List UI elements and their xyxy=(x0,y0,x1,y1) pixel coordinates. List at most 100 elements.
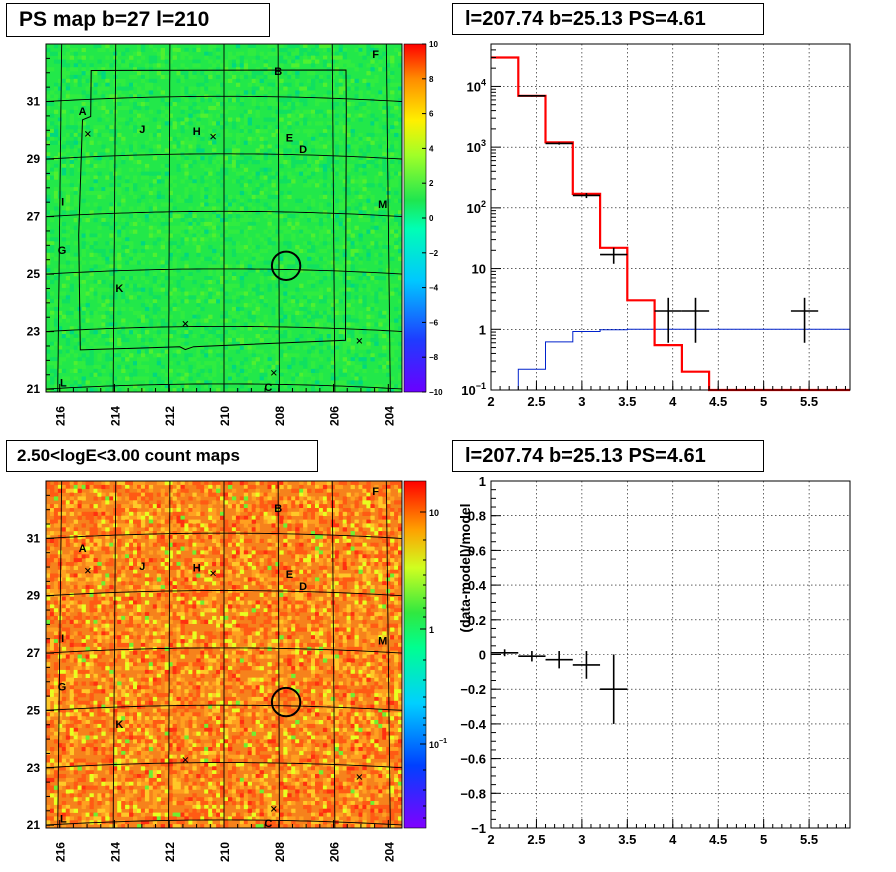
map-pixel xyxy=(105,808,110,813)
map-pixel xyxy=(81,78,86,83)
map-pixel xyxy=(117,125,122,130)
map-pixel xyxy=(101,388,106,392)
map-pixel xyxy=(346,349,351,354)
map-pixel xyxy=(307,295,312,300)
map-pixel xyxy=(53,662,59,667)
map-pixel xyxy=(224,384,229,389)
map-pixel xyxy=(53,704,59,709)
map-pixel xyxy=(338,86,343,91)
map-pixel xyxy=(93,527,98,532)
map-pixel xyxy=(398,86,402,91)
map-pixel xyxy=(362,179,367,184)
map-pixel xyxy=(350,179,355,184)
map-pixel xyxy=(81,801,86,806)
map-pixel xyxy=(93,723,98,729)
map-pixel xyxy=(109,596,114,601)
map-pixel xyxy=(57,59,63,64)
map-pixel xyxy=(224,364,229,370)
map-pixel xyxy=(125,148,130,153)
map-pixel xyxy=(85,743,90,748)
map-pixel xyxy=(212,380,217,385)
map-pixel xyxy=(390,74,395,80)
map-pixel xyxy=(69,167,74,172)
map-pixel xyxy=(220,113,225,118)
map-pixel xyxy=(73,743,78,748)
map-pixel xyxy=(307,218,312,223)
map-pixel xyxy=(73,770,78,775)
map-pixel xyxy=(89,140,94,145)
map-pixel xyxy=(133,160,138,165)
map-pixel xyxy=(137,314,142,319)
map-pixel xyxy=(53,198,59,203)
map-pixel xyxy=(73,716,78,721)
map-pixel xyxy=(65,504,71,509)
map-pixel xyxy=(362,283,367,288)
map-pixel xyxy=(307,167,312,172)
map-pixel xyxy=(85,380,90,385)
map-pixel xyxy=(93,44,98,49)
map-pixel xyxy=(366,148,371,153)
map-pixel xyxy=(271,82,276,87)
map-pixel xyxy=(251,345,256,350)
map-pixel xyxy=(354,330,359,335)
map-pixel xyxy=(101,812,106,817)
map-pixel xyxy=(148,190,154,196)
map-pixel xyxy=(101,295,106,300)
map-pixel xyxy=(85,723,90,729)
map-pixel xyxy=(326,318,332,323)
map-pixel xyxy=(200,98,205,103)
map-pixel xyxy=(85,337,90,343)
map-pixel xyxy=(53,542,59,547)
map-pixel xyxy=(89,658,94,663)
map-pixel xyxy=(291,268,296,273)
map-pixel xyxy=(121,523,126,528)
map-pixel xyxy=(69,704,74,709)
map-pixel xyxy=(220,260,225,265)
map-pixel xyxy=(263,167,268,172)
map-pixel xyxy=(105,334,110,339)
map-pixel xyxy=(279,256,284,261)
map-pixel xyxy=(275,357,280,362)
map-pixel xyxy=(61,388,67,392)
map-pixel xyxy=(133,152,138,157)
map-pixel xyxy=(287,132,292,138)
map-pixel xyxy=(144,74,150,80)
map-pixel xyxy=(152,334,158,339)
map-pixel xyxy=(303,44,308,49)
map-pixel xyxy=(129,558,134,563)
map-pixel xyxy=(216,90,221,95)
map-pixel xyxy=(160,260,165,265)
map-pixel xyxy=(283,136,288,141)
map-pixel xyxy=(81,380,86,385)
map-pixel xyxy=(117,569,122,574)
map-pixel xyxy=(117,677,122,682)
map-pixel xyxy=(200,330,205,335)
map-pixel xyxy=(61,59,67,64)
map-pixel xyxy=(109,669,114,675)
map-pixel xyxy=(125,650,130,655)
map-pixel xyxy=(77,712,82,717)
map-pixel xyxy=(311,306,316,312)
map-pixel xyxy=(318,136,324,141)
map-pixel xyxy=(334,55,340,60)
map-pixel xyxy=(291,260,296,265)
map-pixel xyxy=(188,163,193,169)
map-pixel xyxy=(125,754,130,759)
y-tick-label: 103 xyxy=(467,138,486,155)
map-pixel xyxy=(97,720,102,725)
map-pixel xyxy=(299,148,304,153)
map-pixel xyxy=(279,225,284,230)
map-pixel xyxy=(228,156,233,161)
map-pixel xyxy=(121,801,126,806)
map-pixel xyxy=(394,245,399,250)
map-pixel xyxy=(73,781,78,786)
map-pixel xyxy=(358,299,363,304)
map-pixel xyxy=(231,248,237,254)
map-pixel xyxy=(133,82,138,87)
map-pixel xyxy=(109,693,114,698)
map-pixel xyxy=(133,132,138,138)
map-pixel xyxy=(81,704,86,709)
map-pixel xyxy=(208,268,213,273)
map-pixel xyxy=(338,268,343,273)
